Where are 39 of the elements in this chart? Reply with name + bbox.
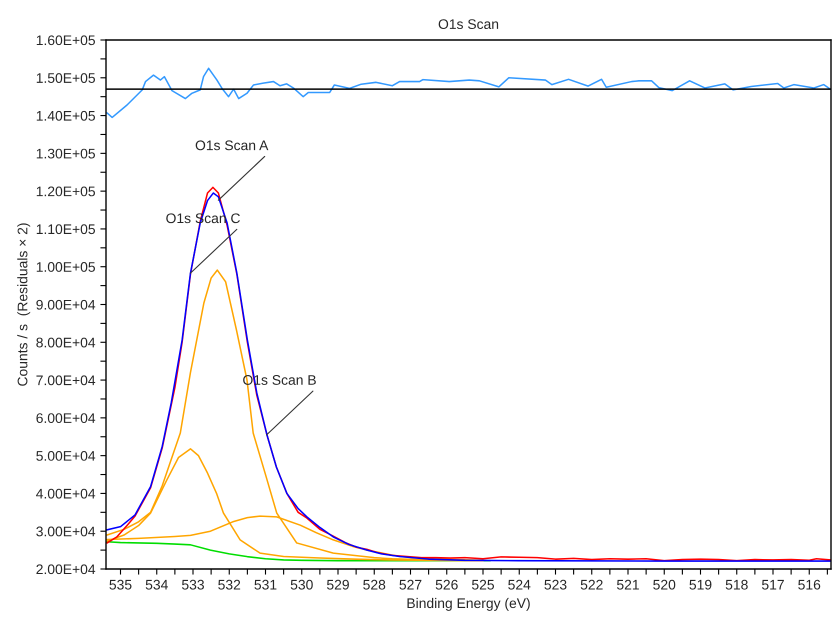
x-tick-label: 518	[726, 580, 748, 590]
x-tick-label: 516	[798, 580, 820, 590]
y-tick-label: 5.00E+04	[36, 450, 96, 461]
x-tick-label: 524	[508, 580, 530, 590]
x-tick-label: 519	[689, 580, 712, 590]
x-tick-label: 534	[146, 580, 168, 590]
y-tick-label: 1.50E+05	[36, 73, 96, 83]
y-tick-label: 9.00E+04	[36, 300, 96, 310]
y-tick-label: 1.30E+05	[36, 148, 96, 159]
x-tick-label: 517	[762, 580, 784, 590]
x-tick-label: 520	[653, 580, 676, 590]
x-tick-label: 527	[399, 580, 422, 590]
x-tick-label: 531	[254, 580, 276, 590]
x-tick-label: 528	[363, 580, 386, 590]
x-tick-label: 525	[472, 580, 494, 590]
y-tick-label: 1.60E+05	[36, 35, 96, 46]
x-tick-label: 521	[616, 580, 639, 590]
x-tick-label: 529	[326, 580, 349, 590]
y-tick-label: 4.00E+04	[36, 488, 96, 499]
x-tick-label: 533	[182, 580, 204, 590]
x-tick-label: 523	[544, 580, 566, 590]
y-tick-label: 8.00E+04	[36, 338, 96, 348]
x-tick-label: 535	[109, 580, 132, 590]
x-axis-title: Binding Energy (eV)	[407, 598, 530, 611]
y-tick-label: 3.00E+04	[36, 526, 96, 536]
annotation: O1s Scan A	[196, 140, 268, 150]
y-tick-label: 2.00E+04	[36, 564, 96, 574]
y-tick-label: 1.20E+05	[36, 186, 96, 196]
y-tick-label: 1.10E+05	[36, 224, 96, 234]
y-tick-label: 1.00E+05	[36, 262, 96, 272]
x-tick-label: 532	[218, 580, 240, 590]
y-tick-label: 6.00E+04	[36, 413, 96, 424]
y-tick-label: 1.40E+05	[36, 110, 96, 121]
chart-title: O1s Scan	[438, 19, 498, 30]
y-tick-label: 7.00E+04	[36, 375, 96, 386]
x-tick-label: 530	[290, 580, 313, 590]
x-tick-label: 522	[580, 580, 603, 590]
x-tick-label: 526	[436, 580, 458, 590]
y-axis-title: Counts / s (Residuals × 2)	[17, 223, 30, 386]
